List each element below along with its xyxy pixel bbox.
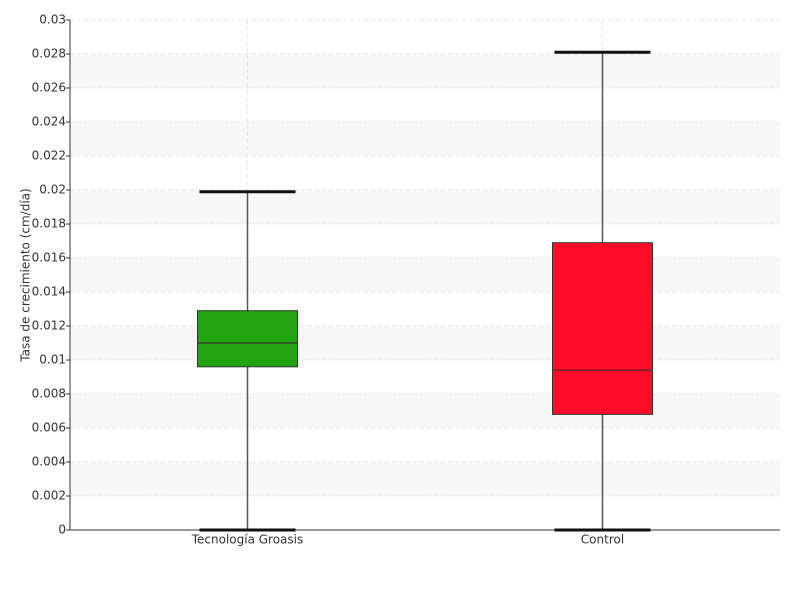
y-tick-label: 0.024 [32, 115, 66, 129]
y-tick-label: 0.028 [32, 47, 66, 61]
y-tick-label: 0.012 [32, 319, 66, 333]
y-tick-label: 0.006 [32, 421, 66, 435]
y-tick-label: 0.018 [32, 217, 66, 231]
y-tick-label: 0.03 [39, 13, 66, 27]
plot-band [70, 190, 780, 224]
plot-band [70, 54, 780, 88]
plot-band [70, 122, 780, 156]
plot-band [70, 462, 780, 496]
y-tick-label: 0.022 [32, 149, 66, 163]
y-tick-label: 0.016 [32, 251, 66, 265]
y-tick-label: 0.004 [32, 455, 66, 469]
y-tick-label: 0.014 [32, 285, 66, 299]
plot-band [70, 326, 780, 360]
plot-band [70, 258, 780, 292]
box [197, 310, 298, 368]
y-tick-label: 0.026 [32, 81, 66, 95]
y-tick-label: 0.02 [39, 183, 66, 197]
plot-band [70, 394, 780, 428]
y-axis-label: Tasa de crecimiento (cm/día) [19, 188, 33, 362]
x-tick-label: Tecnología Groasis [191, 533, 304, 547]
x-tick-label: Control [581, 533, 624, 547]
y-tick-label: 0.002 [32, 489, 66, 503]
box [552, 242, 653, 415]
y-tick-label: 0 [58, 523, 66, 537]
y-tick-label: 0.008 [32, 387, 66, 401]
y-tick-label: 0.01 [39, 353, 66, 367]
